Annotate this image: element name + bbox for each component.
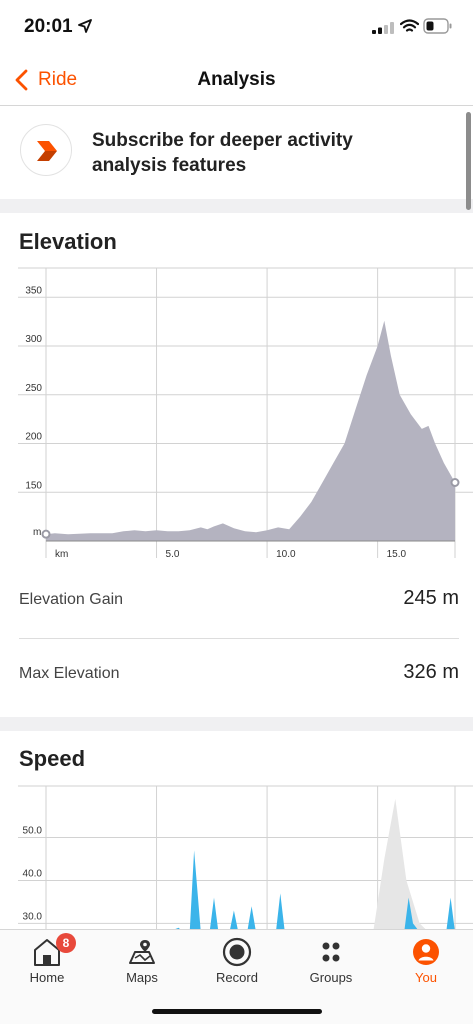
- speed-chart: 50.0 40.0 30.0: [18, 785, 473, 930]
- scrollbar[interactable]: [466, 112, 471, 210]
- tab-label: You: [415, 970, 437, 985]
- y-tick-label: 300: [25, 334, 42, 345]
- tab-label: Home: [29, 970, 65, 985]
- strava-chevron-icon: [37, 141, 57, 161]
- record-icon: [222, 937, 252, 967]
- cellular-signal-icon: [372, 22, 394, 34]
- notification-badge: 8: [56, 933, 76, 953]
- elevation-gain-value: 245 m: [403, 587, 459, 609]
- subscribe-text: Subscribe for deeper activity analysis f…: [92, 130, 353, 176]
- chevron-left-icon[interactable]: [14, 69, 30, 91]
- max-elevation-value: 326 m: [403, 661, 459, 683]
- elevation-gain-label: Elevation Gain: [19, 591, 124, 608]
- section-separator: [0, 199, 473, 213]
- tab-bar: 8 Home Maps Record Groups: [0, 929, 473, 1024]
- x-tick-label: 5.0: [166, 549, 180, 560]
- speed-ghost-area: [373, 798, 427, 930]
- nav-bar: Ride Analysis: [0, 56, 473, 106]
- elevation-title: Elevation: [19, 229, 117, 254]
- x-tick-label: 15.0: [387, 549, 407, 560]
- end-marker: [450, 478, 460, 487]
- x-unit-label: km: [55, 549, 68, 560]
- tab-label: Record: [216, 970, 258, 985]
- home-icon: [34, 939, 60, 966]
- y-tick-label: 50.0: [23, 826, 43, 837]
- tab-groups[interactable]: Groups: [284, 930, 378, 992]
- battery-icon: [423, 18, 452, 34]
- y-tick-label: 250: [25, 383, 42, 394]
- tab-record[interactable]: Record: [190, 930, 284, 992]
- divider: [19, 638, 459, 639]
- y-tick-label: 350: [25, 285, 42, 296]
- wifi-icon: [400, 19, 419, 32]
- elevation-area: [46, 320, 455, 541]
- tab-home[interactable]: 8 Home: [0, 930, 94, 992]
- tab-label: Maps: [126, 970, 158, 985]
- groups-icon: [322, 942, 340, 962]
- max-elevation-row: Max Elevation 326 m: [0, 639, 473, 713]
- y-tick-label: 200: [25, 432, 42, 443]
- subscription-logo: [20, 124, 72, 176]
- y-tick-label: 150: [25, 480, 42, 491]
- y-unit-label: m: [33, 527, 41, 538]
- location-arrow-icon: [78, 19, 92, 33]
- subscribe-banner[interactable]: Subscribe for deeper activity analysis f…: [0, 106, 473, 199]
- maps-icon: [129, 940, 155, 964]
- status-time: 20:01: [24, 16, 73, 37]
- start-marker: [41, 529, 51, 539]
- max-elevation-label: Max Elevation: [19, 665, 120, 682]
- y-tick-label: 40.0: [23, 868, 43, 879]
- tab-label: Groups: [309, 970, 353, 985]
- tab-you[interactable]: You: [379, 930, 473, 992]
- status-bar: 20:01: [0, 0, 473, 56]
- x-tick-label: 10.0: [276, 549, 296, 560]
- speed-title: Speed: [19, 746, 86, 771]
- tab-maps[interactable]: Maps: [95, 930, 189, 992]
- y-tick-label: 30.0: [23, 911, 43, 922]
- home-indicator: [152, 1009, 322, 1014]
- back-button[interactable]: Ride: [38, 69, 78, 90]
- you-icon: [413, 939, 439, 965]
- elevation-gain-row: Elevation Gain 245 m: [0, 565, 473, 639]
- section-separator: [0, 717, 473, 731]
- elevation-chart: 350 300 250 200 150 m km 5.0 10.0 15.0: [18, 267, 473, 560]
- page-title: Analysis: [197, 69, 276, 90]
